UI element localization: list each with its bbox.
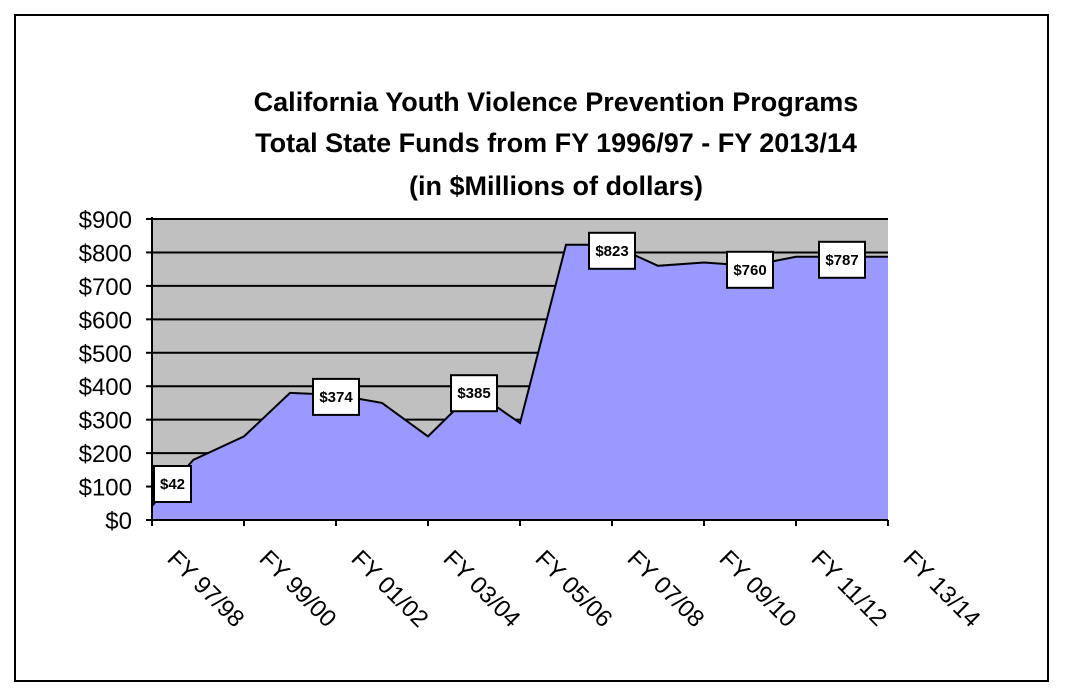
- chart-title: California Youth Violence Prevention Pro…: [254, 87, 859, 201]
- y-tick-label-5: $500: [79, 341, 132, 368]
- data-label-2: $385: [457, 385, 490, 402]
- data-label-4: $760: [733, 262, 766, 279]
- x-tick-label-1: FY 99/00: [254, 545, 342, 633]
- y-tick-label-6: $600: [79, 307, 132, 334]
- series-area: [152, 244, 888, 521]
- data-label-5: $787: [825, 252, 858, 269]
- y-tick-label-9: $900: [79, 207, 132, 234]
- x-tick-label-5: FY 07/08: [622, 545, 710, 633]
- y-tick-label-1: $100: [79, 475, 132, 502]
- x-tick-label-0: FY 97/98: [162, 545, 250, 633]
- x-tick-label-3: FY 03/04: [438, 545, 526, 633]
- y-tick-label-7: $700: [79, 274, 132, 301]
- data-label-box-1: [312, 377, 360, 416]
- x-tick-label-8: FY 13/14: [898, 545, 986, 633]
- x-tick-label-6: FY 09/10: [714, 545, 802, 633]
- x-tick-label-7: FY 11/12: [806, 545, 892, 631]
- data-label-box-5: [818, 240, 866, 279]
- data-label-0: $42: [160, 476, 185, 493]
- y-tick-label-3: $300: [79, 408, 132, 435]
- data-label-box-3: [588, 231, 636, 270]
- y-tick-label-4: $400: [79, 374, 132, 401]
- y-tick-label-0: $0: [105, 508, 132, 535]
- title-line-3: (in $Millions of dollars): [409, 171, 703, 201]
- x-tick-label-2: FY 01/02: [346, 545, 434, 633]
- data-label-1: $374: [319, 389, 353, 406]
- plot-area: $0 $100 $200 $300 $400 $500 $600 $700 $800 $900 FY…: [79, 207, 986, 633]
- data-label-3: $823: [595, 243, 628, 260]
- data-label-box-4: [726, 250, 774, 289]
- data-label-box-0: [153, 465, 192, 503]
- title-line-2: Total State Funds from FY 1996/97 - FY 2…: [255, 128, 857, 158]
- x-tick-label-4: FY 05/06: [530, 545, 618, 633]
- y-tick-label-8: $800: [79, 240, 132, 267]
- y-tick-label-2: $200: [79, 441, 132, 468]
- title-line-1: California Youth Violence Prevention Pro…: [254, 87, 859, 117]
- data-label-box-2: [450, 374, 498, 413]
